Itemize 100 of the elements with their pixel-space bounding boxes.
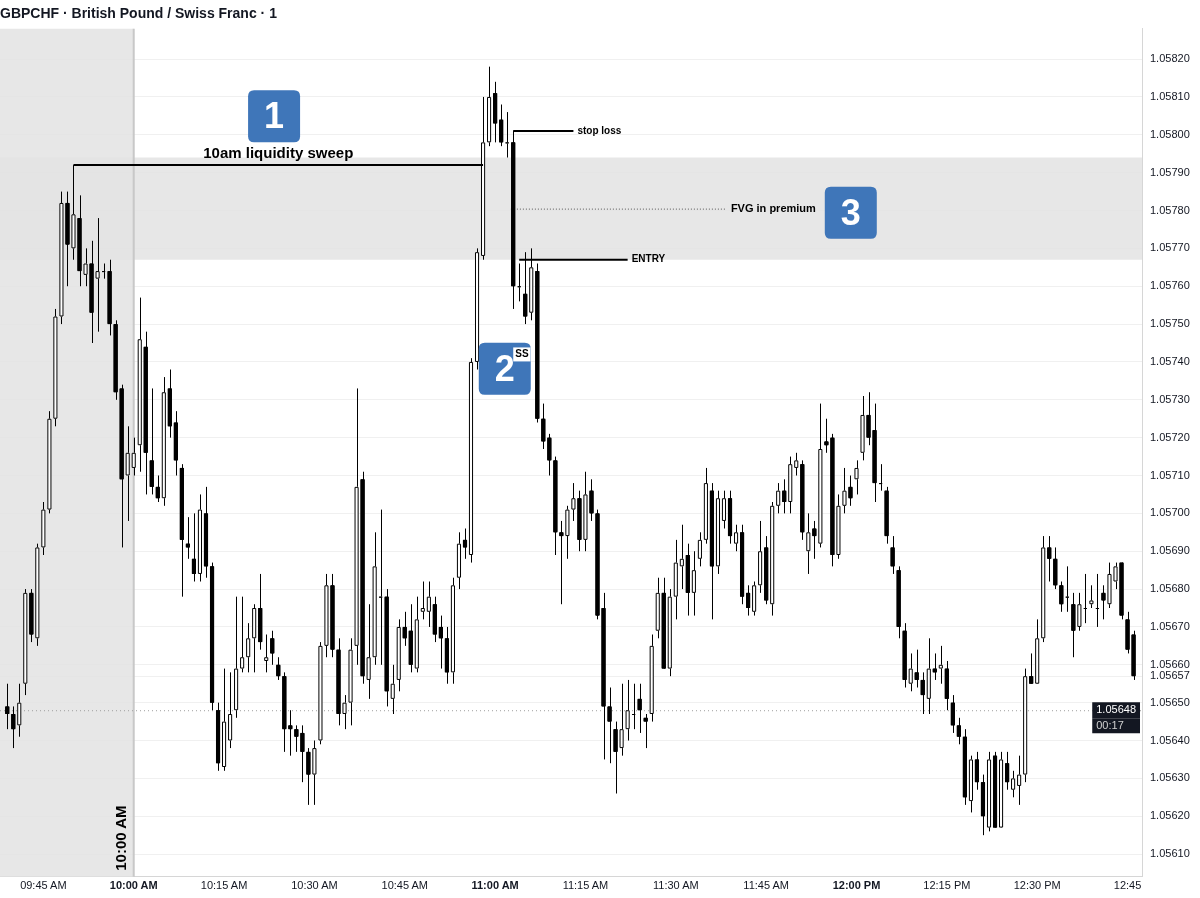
candlestick bbox=[264, 634, 269, 673]
candlestick bbox=[1095, 573, 1100, 628]
annotation: 1 bbox=[264, 95, 285, 137]
candlestick bbox=[878, 463, 883, 492]
candlestick bbox=[228, 671, 233, 749]
candlestick bbox=[992, 751, 998, 829]
candlestick bbox=[185, 516, 190, 560]
candlestick bbox=[758, 520, 763, 594]
candlestick bbox=[372, 531, 377, 666]
candlestick bbox=[980, 774, 986, 836]
candlestick bbox=[1029, 652, 1034, 685]
candlestick bbox=[107, 259, 112, 336]
y-tick-label: 1.05730 bbox=[1150, 392, 1190, 405]
y-tick-label: 1.05700 bbox=[1150, 506, 1190, 519]
candlestick bbox=[782, 478, 787, 514]
y-tick-label: 1.05657 bbox=[1150, 669, 1190, 682]
candlestick bbox=[962, 728, 967, 806]
candlestick bbox=[137, 297, 142, 473]
x-tick-label: 09:45 AM bbox=[20, 879, 67, 892]
candlestick bbox=[920, 671, 925, 715]
series-label: ENTRY bbox=[631, 253, 666, 265]
candlestick bbox=[986, 751, 992, 832]
candlestick bbox=[444, 626, 449, 685]
candlestick bbox=[1035, 618, 1040, 685]
annotation: SS bbox=[515, 348, 529, 360]
candlestick bbox=[1041, 535, 1046, 643]
candlestick bbox=[1011, 770, 1016, 798]
candlestick bbox=[896, 565, 901, 639]
candlestick bbox=[167, 369, 172, 439]
y-tick-label: 1.05820 bbox=[1150, 52, 1190, 65]
candlestick bbox=[246, 622, 251, 673]
candlestick bbox=[499, 104, 504, 147]
y-tick-label: 1.05660 bbox=[1150, 657, 1190, 670]
x-tick-label: 12:00 PM bbox=[832, 879, 881, 892]
candlestick bbox=[1023, 668, 1028, 783]
candlestick bbox=[420, 581, 425, 620]
candlestick bbox=[1005, 751, 1010, 791]
y-tick-label: 1.05780 bbox=[1150, 203, 1190, 216]
candlestick bbox=[384, 588, 389, 707]
candlestick bbox=[426, 581, 431, 628]
annotation: 2 bbox=[494, 347, 515, 389]
candlestick bbox=[974, 751, 979, 791]
candlestick bbox=[432, 596, 437, 643]
y-tick-label: 1.05630 bbox=[1150, 771, 1190, 784]
candlestick bbox=[908, 652, 913, 692]
y-tick-label: 1.05800 bbox=[1150, 127, 1190, 140]
candlestick bbox=[1053, 546, 1058, 590]
candlestick bbox=[734, 524, 739, 552]
candlestick bbox=[191, 512, 197, 583]
candlestick bbox=[203, 486, 209, 579]
candlestick bbox=[234, 596, 239, 719]
candlestick bbox=[715, 490, 721, 575]
x-tick-label: 10:30 AM bbox=[291, 879, 338, 892]
candlestick bbox=[173, 410, 178, 477]
x-tick-label: 10:00 AM bbox=[109, 879, 158, 892]
candlestick bbox=[776, 482, 781, 514]
candlestick bbox=[800, 459, 805, 541]
candlestick bbox=[414, 596, 419, 673]
candlestick bbox=[926, 637, 931, 715]
candlestick bbox=[270, 630, 275, 666]
candlestick bbox=[788, 456, 793, 514]
candlestick bbox=[914, 649, 919, 689]
x-tick-label: 12:45 bbox=[1113, 879, 1142, 892]
candlestick bbox=[131, 437, 136, 477]
candlestick bbox=[1059, 581, 1064, 613]
candlestick bbox=[649, 634, 654, 723]
series-label: stop loss bbox=[577, 124, 622, 136]
y-tick-label: 1.05680 bbox=[1150, 582, 1190, 595]
candlestick bbox=[438, 615, 443, 670]
candlestick bbox=[697, 531, 702, 567]
y-tick-label: 1.05610 bbox=[1150, 847, 1190, 860]
candlestick bbox=[890, 535, 895, 575]
candlestick bbox=[505, 111, 510, 159]
candlestick bbox=[727, 490, 733, 545]
candlestick bbox=[276, 656, 281, 681]
candlestick bbox=[752, 581, 757, 617]
candlestick bbox=[968, 755, 974, 813]
candlestick bbox=[179, 463, 184, 598]
candlestick bbox=[770, 501, 775, 617]
candlestick bbox=[408, 603, 413, 673]
chart-title: GBPCHF · British Pound / Swiss Franc · 1 bbox=[0, 5, 278, 22]
candlestick bbox=[222, 668, 227, 772]
y-tick-label: 1.05710 bbox=[1150, 468, 1190, 481]
y-tick-label: 1.05770 bbox=[1150, 241, 1190, 254]
x-tick-label: 11:30 AM bbox=[652, 879, 699, 892]
candlestick bbox=[493, 81, 498, 143]
candlestick bbox=[950, 694, 955, 734]
y-tick-label: 1.05790 bbox=[1150, 165, 1190, 178]
candlestick bbox=[318, 641, 323, 745]
candlestick bbox=[667, 588, 672, 677]
ref-line-label: 1.05648 bbox=[1096, 703, 1136, 716]
candlestick bbox=[535, 263, 540, 424]
candlestick bbox=[691, 550, 696, 617]
candlestick bbox=[685, 543, 690, 617]
candlestick bbox=[215, 702, 221, 772]
candlestick bbox=[1047, 535, 1052, 583]
candlestick bbox=[794, 452, 799, 477]
candlestick bbox=[143, 331, 148, 495]
y-tick-label: 1.05620 bbox=[1150, 809, 1190, 822]
y-tick-label: 1.05810 bbox=[1150, 89, 1190, 102]
